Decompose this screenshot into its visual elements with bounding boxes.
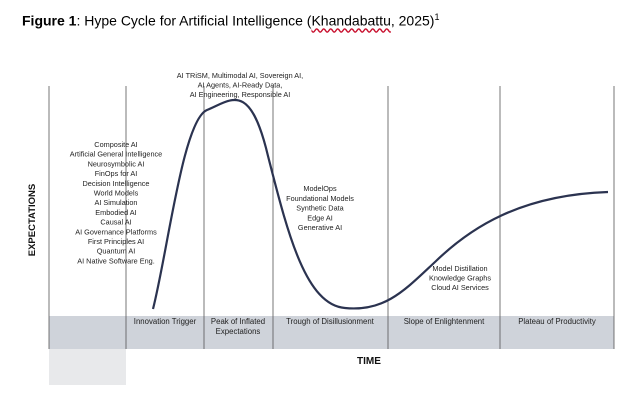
phase-label: Innovation Trigger: [134, 317, 197, 326]
technology-label: AI Native Software Eng.: [77, 256, 154, 265]
figure-title-end: , 2025): [390, 12, 435, 29]
technology-label: Causal AI: [100, 218, 131, 227]
technology-label: AI Simulation: [95, 198, 138, 207]
phase-labels: Innovation Trigger Peak of InflatedExpect…: [134, 317, 596, 336]
y-axis-label: EXPECTATIONS: [27, 184, 38, 257]
technology-label: AI TRiSM, Multimodal AI, Sovereign AI,: [177, 71, 303, 80]
hype-curve: [151, 98, 609, 310]
figure-citation: Khandabattu: [311, 12, 391, 29]
technology-label: Artificial General Intelligence: [70, 150, 162, 159]
technology-label: FinOps for AI: [95, 169, 138, 178]
phase-label: Slope of Enlightenment: [404, 317, 485, 326]
technology-label: First Principles AI: [88, 237, 144, 246]
technology-label: AI Agents, AI-Ready Data,: [198, 81, 283, 90]
figure-title: Figure 1: Hype Cycle for Artificial Inte…: [22, 12, 439, 29]
technology-label: Quantum AI: [97, 247, 136, 256]
technology-label: Neurosymbolic AI: [88, 159, 145, 168]
technology-label: Composite AI: [94, 140, 137, 149]
phase-dividers: [48, 86, 615, 349]
technology-label: Knowledge Graphs: [429, 274, 491, 283]
technology-label: Decision Intelligence: [83, 179, 150, 188]
technology-label: Edge AI: [307, 213, 333, 222]
technology-label: Embodied AI: [95, 208, 136, 217]
phase-label: Plateau of Productivity: [518, 317, 596, 326]
phase-label: Peak of Inflated: [211, 317, 265, 326]
technology-label: World Models: [94, 189, 139, 198]
figure-title-text: : Hype Cycle for Artificial Intelligence…: [76, 12, 312, 29]
phase-label: Trough of Disillusionment: [286, 317, 375, 326]
phase-band: [49, 316, 614, 349]
technology-label: Generative AI: [298, 223, 342, 232]
time-axis-area: [126, 349, 614, 385]
technology-label: AI Governance Platforms: [75, 227, 157, 236]
technology-label: AI Engineering, Responsible AI: [190, 90, 291, 99]
technology-label: Model Distillation: [432, 264, 487, 273]
technology-label: Cloud AI Services: [431, 283, 489, 292]
footnote-marker: 1: [434, 12, 440, 22]
figure-label: Figure 1: [22, 12, 77, 29]
x-axis-label: TIME: [357, 356, 381, 367]
technology-label: ModelOps: [303, 184, 337, 193]
technology-label: Synthetic Data: [296, 204, 344, 213]
technology-label: Foundational Models: [286, 194, 354, 203]
phase-label: Expectations: [216, 327, 261, 336]
